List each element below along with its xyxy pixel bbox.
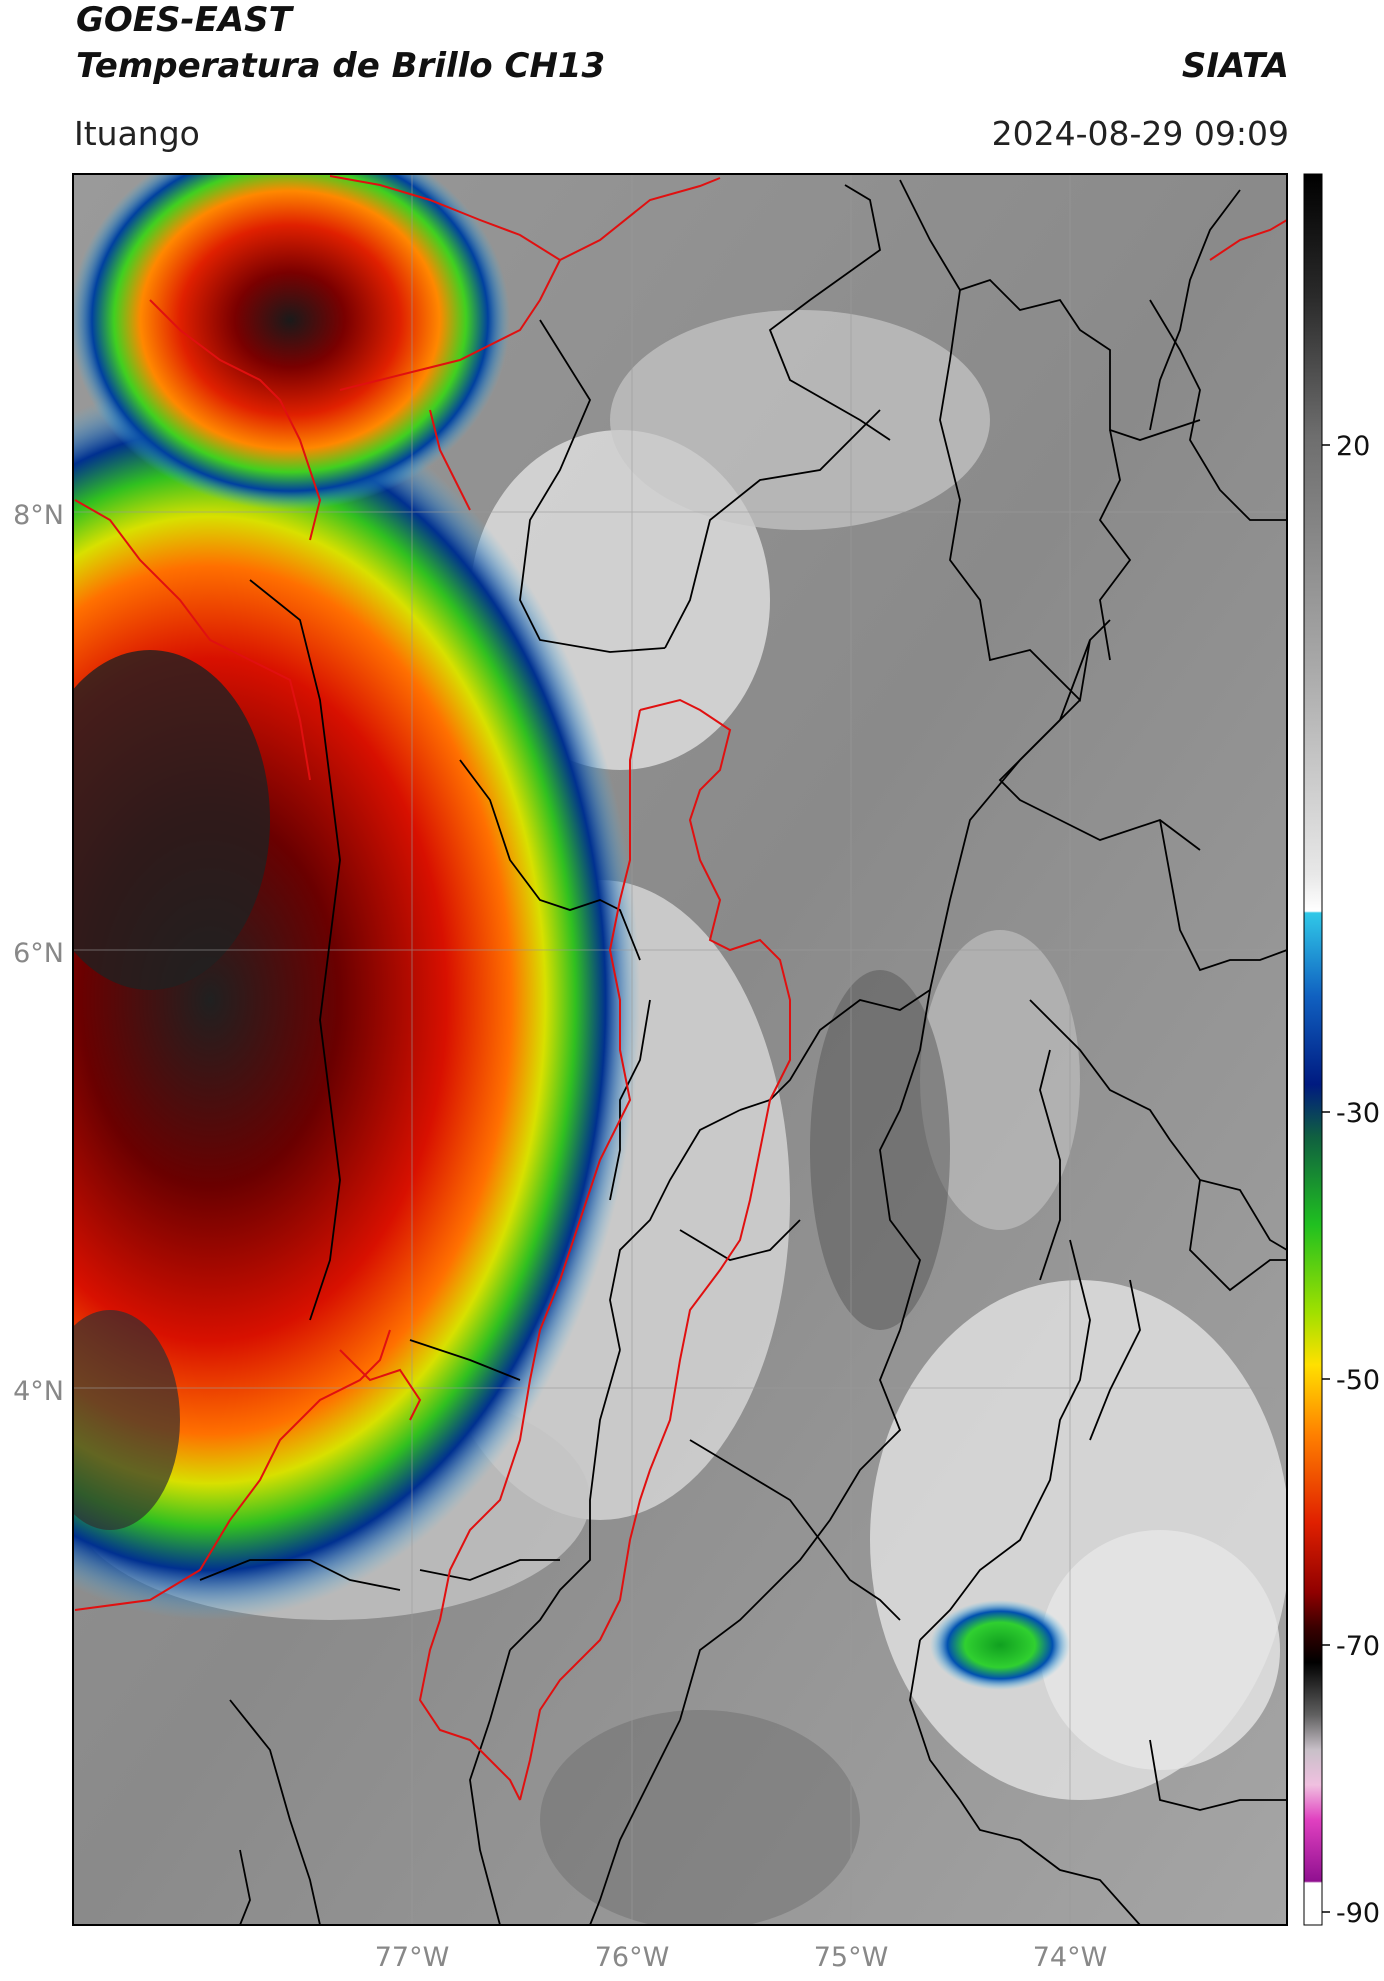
map-frame (72, 173, 1288, 1926)
colorbar-tick-minus50: -50 (1336, 1365, 1380, 1396)
agency-label: SIATA (1181, 46, 1289, 86)
antioquia-boundary (74, 175, 1287, 1801)
lon-label-77w: 77°W (375, 1942, 450, 1973)
datetime-label: 2024-08-29 09:09 (991, 114, 1289, 153)
lat-label-6n: 6°N (13, 938, 64, 969)
lon-label-75w: 75°W (814, 1942, 889, 1973)
colorbar-tick-minus30: -30 (1336, 1098, 1380, 1129)
location-label: Ituango (74, 114, 200, 153)
department-boundaries (199, 179, 1287, 1925)
colorbar-tick-minus70: -70 (1336, 1631, 1380, 1662)
colorbar-tick-minus90: -90 (1336, 1898, 1380, 1929)
lon-label-74w: 74°W (1033, 1942, 1108, 1973)
colorbar-tick-20: 20 (1336, 431, 1370, 462)
colorbar: 20 -30 -50 -70 -90 (1303, 173, 1380, 1929)
graticule (73, 174, 1287, 1925)
lat-label-8n: 8°N (13, 500, 64, 531)
lat-label-4n: 4°N (13, 1376, 64, 1407)
product-title: Temperatura de Brillo CH13 (76, 46, 606, 86)
lon-label-76w: 76°W (595, 1942, 670, 1973)
brightness-temperature-field (73, 174, 1287, 1925)
satellite-title: GOES-EAST (76, 0, 292, 40)
